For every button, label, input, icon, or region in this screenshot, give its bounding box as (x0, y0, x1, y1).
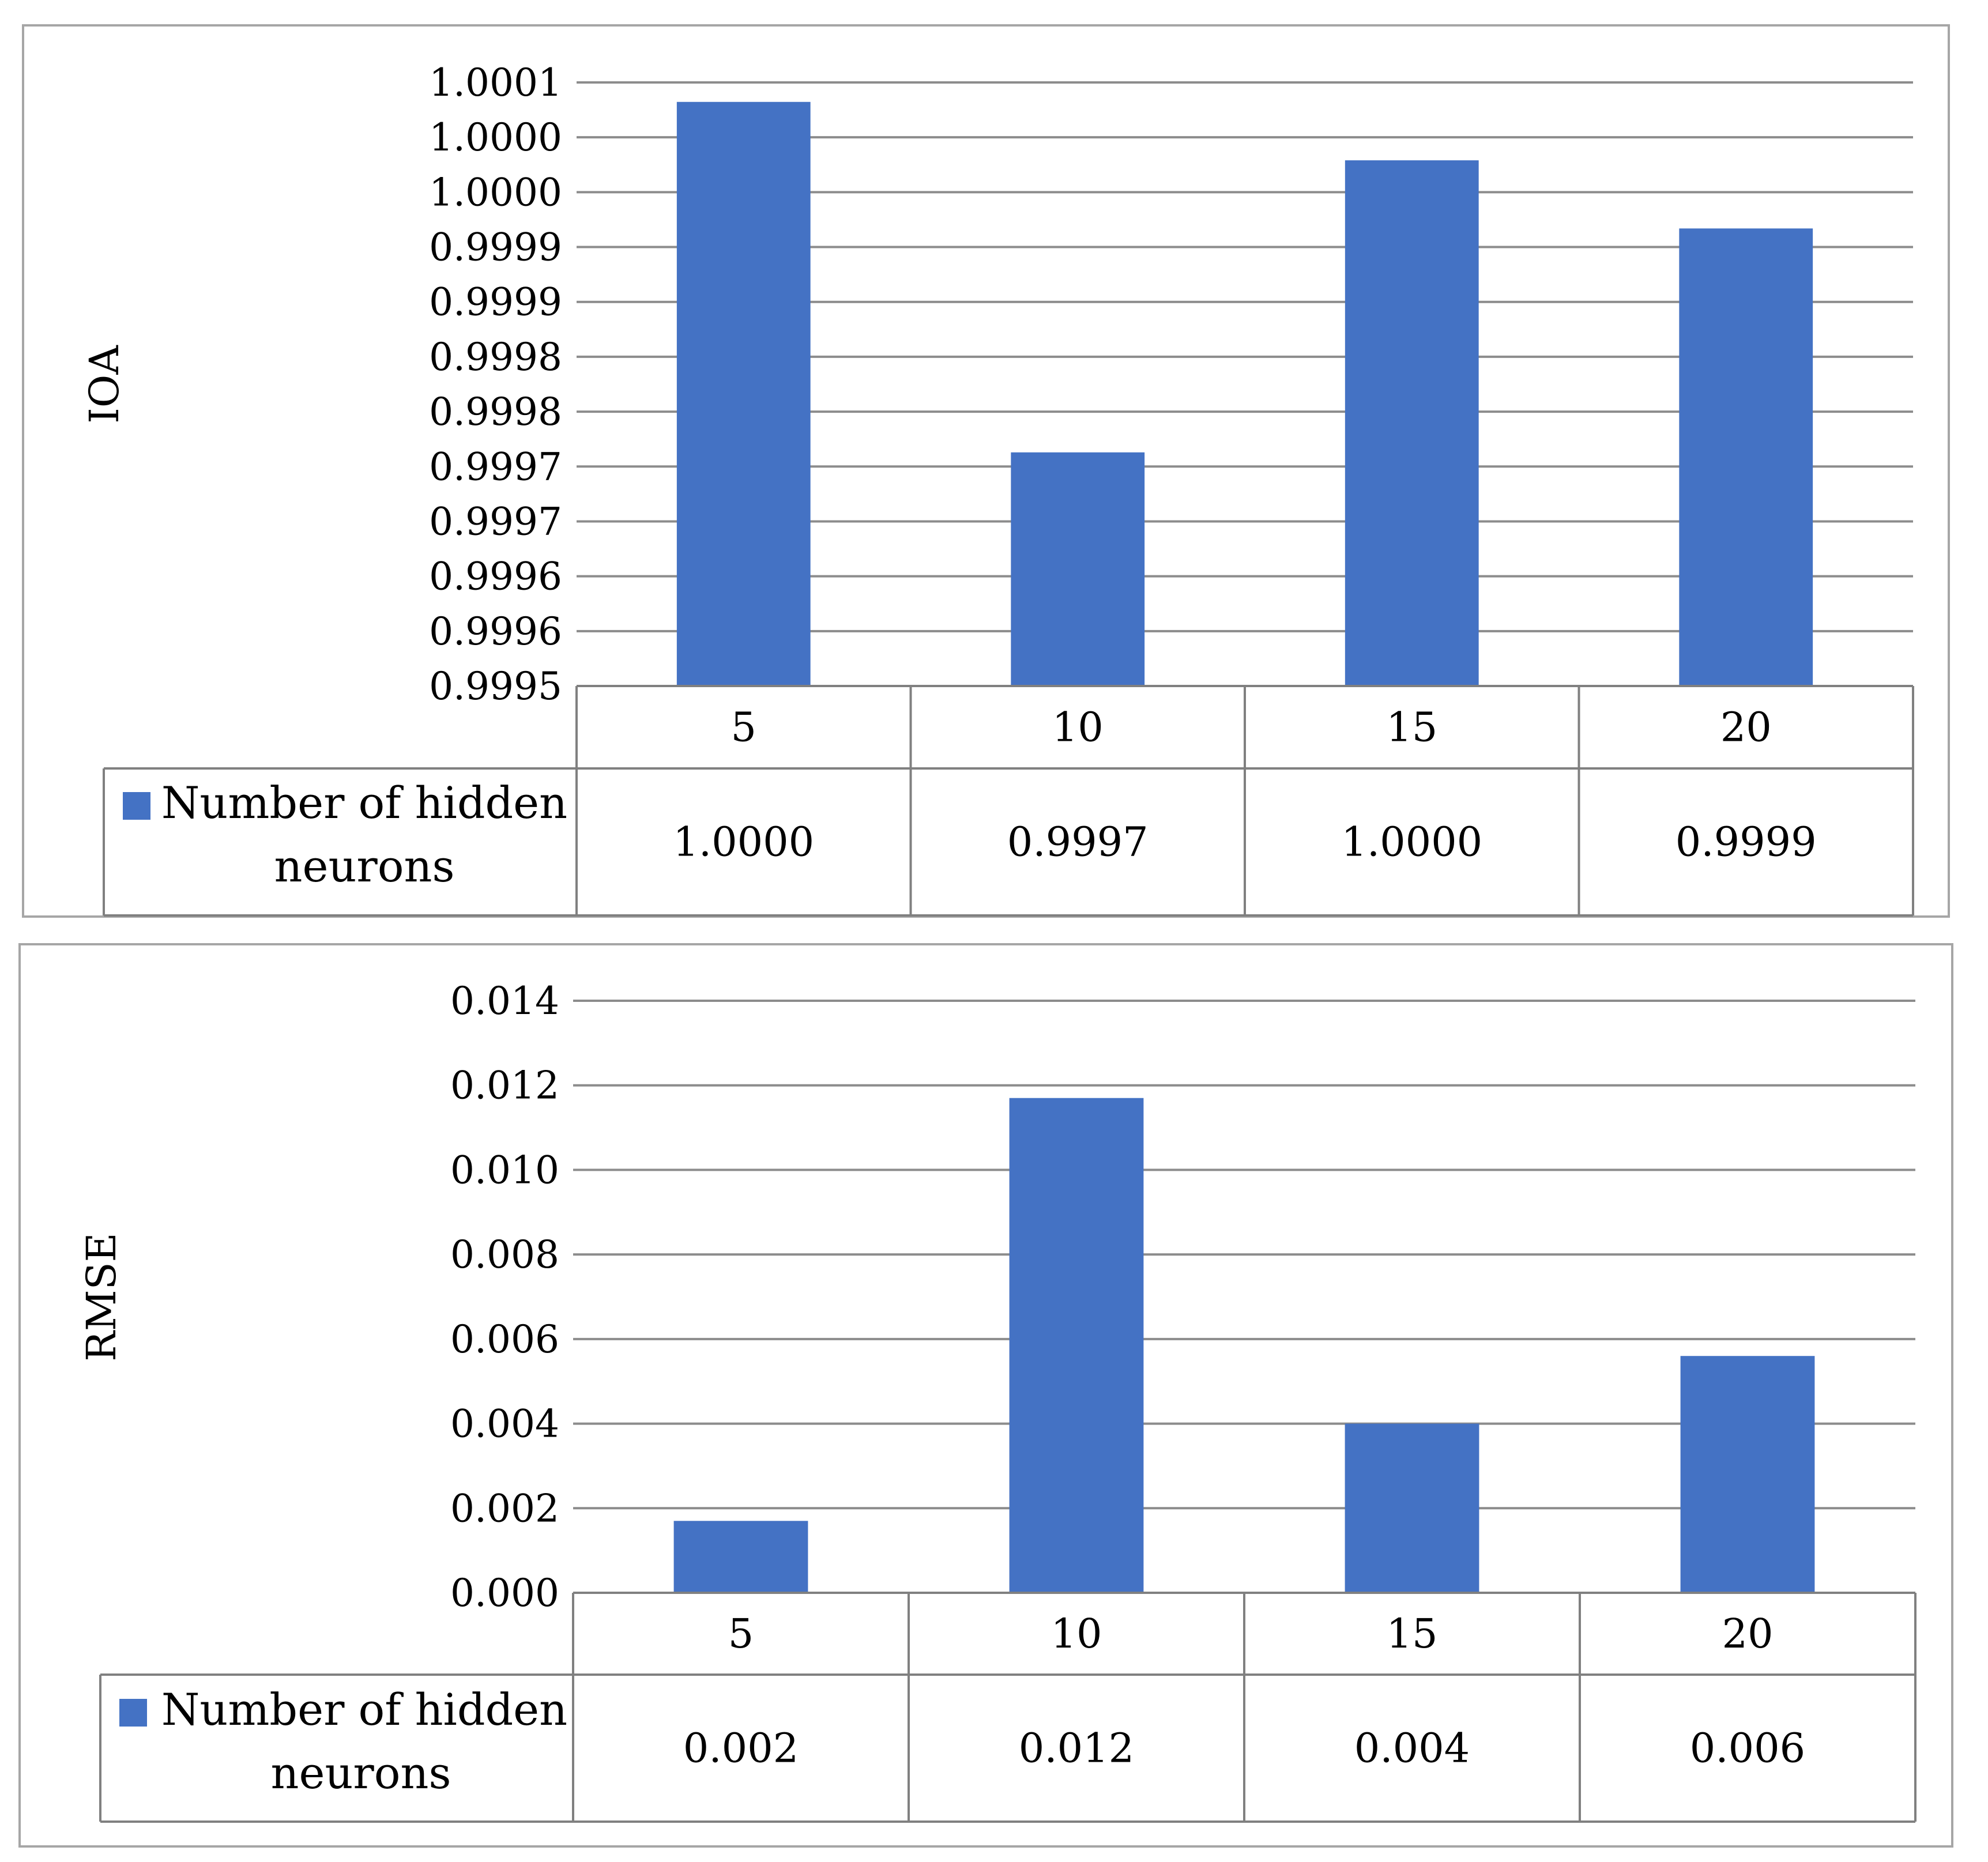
rmse-y-tick-label: 0.014 (450, 979, 559, 1023)
ioa-category-label: 20 (1720, 704, 1772, 751)
ioa-category-label: 15 (1386, 704, 1437, 751)
rmse-y-tick-label: 0.006 (450, 1317, 559, 1362)
rmse-y-axis-label: RMSE (78, 1232, 125, 1361)
ioa-y-tick-label: 0.9998 (429, 390, 562, 434)
rmse-chart-panel: 0.000 0.002 0.004 0.006 0.008 0.010 0.012 0.014… (18, 943, 1953, 1848)
rmse-y-tick-label: 0.004 (450, 1402, 559, 1446)
rmse-bar (1680, 1356, 1815, 1593)
ioa-legend-label-line1: Number of hidden (161, 777, 567, 828)
ioa-bar (676, 101, 811, 687)
ioa-y-tick-label: 0.9997 (429, 499, 562, 544)
rmse-category-label: 5 (728, 1610, 754, 1657)
rmse-y-tick-label: 0.008 (450, 1232, 559, 1277)
rmse-legend-label-line2: neurons (271, 1747, 451, 1799)
ioa-y-tick-label: 0.9999 (429, 280, 562, 325)
ioa-y-tick-label: 1.0000 (429, 170, 562, 214)
ioa-y-tick-label: 0.9996 (429, 555, 562, 599)
rmse-y-tick-label: 0.002 (450, 1486, 559, 1531)
ioa-table-value: 1.0000 (673, 819, 814, 866)
ioa-chart-panel: 0.9995 0.9996 0.9996 0.9997 0.9997 0.9998 0.99… (22, 24, 1950, 918)
rmse-bar (1345, 1423, 1479, 1593)
rmse-table-value: 0.012 (1019, 1725, 1134, 1772)
ioa-category-label: 10 (1052, 704, 1104, 751)
rmse-category-label: 20 (1722, 1610, 1773, 1657)
rmse-legend-label-line1: Number of hidden (161, 1684, 567, 1735)
ioa-table-value: 1.0000 (1341, 819, 1482, 866)
ioa-legend-label-line2: neurons (274, 840, 455, 892)
ioa-bar (1345, 160, 1479, 686)
ioa-y-tick-label: 0.9996 (429, 609, 562, 654)
ioa-bar (1011, 452, 1145, 686)
rmse-category-label: 10 (1051, 1610, 1102, 1657)
rmse-table-value: 0.006 (1690, 1725, 1805, 1772)
rmse-y-tick-label: 0.010 (450, 1148, 559, 1192)
rmse-bar (673, 1521, 808, 1593)
ioa-y-tick-label: 0.9997 (429, 444, 562, 489)
ioa-bar (1679, 228, 1813, 686)
rmse-y-tick-label: 0.012 (450, 1064, 559, 1108)
ioa-table-value: 0.9999 (1676, 819, 1817, 866)
ioa-y-tick-label: 0.9995 (429, 664, 562, 708)
rmse-legend-swatch (119, 1699, 147, 1727)
rmse-category-label: 15 (1386, 1610, 1437, 1657)
rmse-panel-frame (18, 943, 1953, 1848)
rmse-y-tick-label: 0.000 (450, 1571, 559, 1615)
rmse-table-value: 0.002 (683, 1725, 799, 1772)
ioa-legend-swatch (123, 792, 150, 820)
ioa-y-tick-label: 0.9999 (429, 225, 562, 270)
ioa-y-tick-label: 0.9998 (429, 335, 562, 379)
rmse-bar (1009, 1098, 1144, 1593)
ioa-category-label: 5 (731, 704, 756, 751)
rmse-table-value: 0.004 (1354, 1725, 1470, 1772)
ioa-y-tick-label: 1.0001 (429, 61, 562, 105)
ioa-table-value: 0.9997 (1007, 819, 1149, 866)
ioa-y-tick-label: 1.0000 (429, 115, 562, 160)
ioa-y-axis-label: IOA (81, 345, 128, 424)
